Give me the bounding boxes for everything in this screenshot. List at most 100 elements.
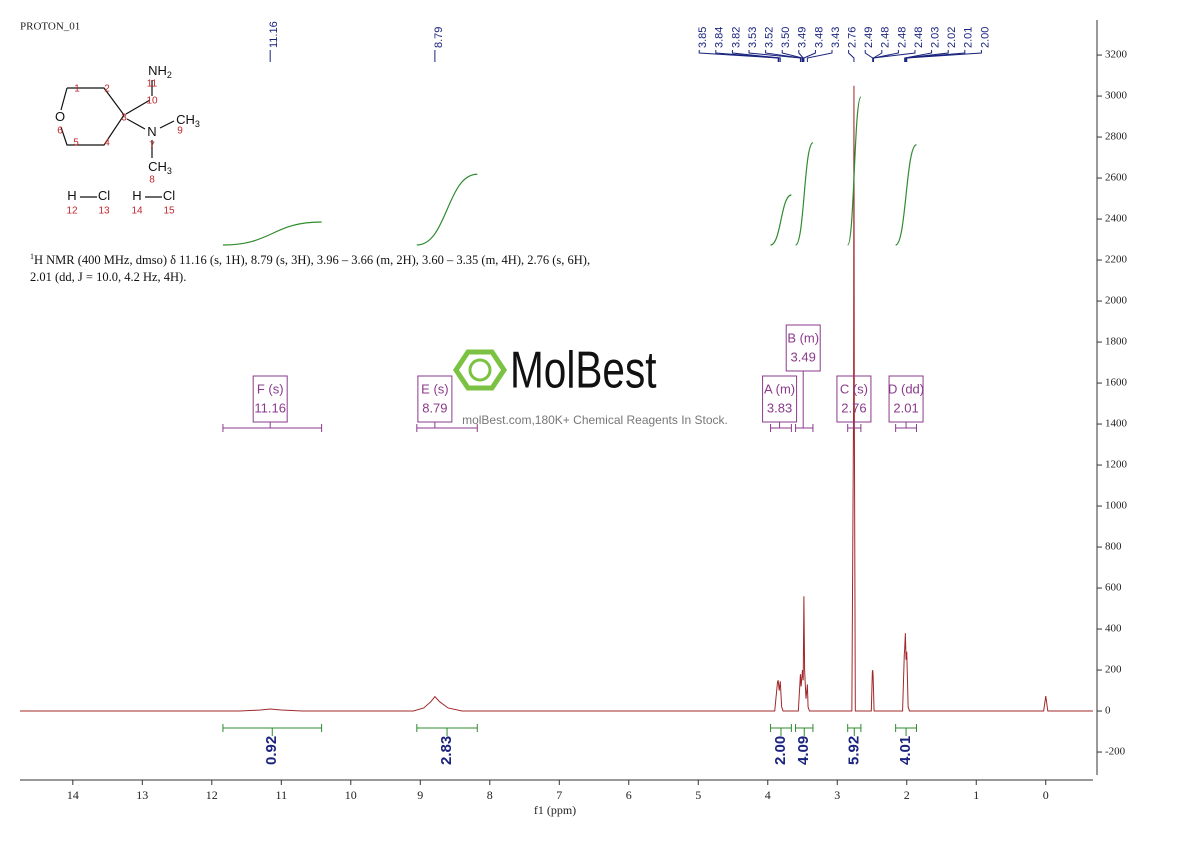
multiplet-shift: 8.79 <box>422 400 447 415</box>
peak-leader <box>748 50 801 62</box>
x-tick-label: 7 <box>556 788 562 802</box>
peak-leader <box>906 50 982 62</box>
peak-label: 2.00 <box>979 27 991 48</box>
atom-symbol-text: NH <box>148 63 167 78</box>
multiplet-shift: 11.16 <box>254 400 286 415</box>
integral-curve <box>770 194 792 246</box>
y-tick-label: 600 <box>1105 582 1122 594</box>
peak-leader <box>803 50 816 62</box>
x-tick-label: 9 <box>417 788 423 802</box>
peak-label: 2.01 <box>963 27 975 48</box>
multiplet-shift: 3.49 <box>791 349 816 364</box>
atom-number: 1 <box>74 84 80 95</box>
atom-symbol-text: Cl <box>98 188 110 203</box>
y-tick-label: 2000 <box>1105 295 1128 307</box>
atom-number: 15 <box>163 206 175 217</box>
integral-bar <box>222 724 323 736</box>
atom-symbol: NH2 <box>148 63 172 80</box>
multiplet-label: D (dd) <box>888 381 924 396</box>
y-tick-label: 200 <box>1105 664 1122 676</box>
peak-leader <box>848 50 855 62</box>
integral-curve <box>222 221 322 246</box>
multiplet-bracket <box>770 422 792 432</box>
multiplet-bracket <box>416 422 478 432</box>
logo-icon <box>452 349 508 391</box>
atom-symbol: N <box>147 124 156 139</box>
atom-symbol-text: Cl <box>163 188 175 203</box>
y-tick-label: 1000 <box>1105 500 1128 512</box>
peak-leader <box>872 50 883 62</box>
atom-symbol-text: CH <box>148 159 167 174</box>
atom-symbol-text: O <box>55 109 65 124</box>
atom-number: 13 <box>98 206 110 217</box>
peak-label: 3.49 <box>797 27 809 48</box>
spectrum-title: PROTON_01 <box>20 21 80 33</box>
y-tick-label: 2800 <box>1105 131 1128 143</box>
description-superscript: 1 <box>30 252 34 261</box>
x-tick-label: 10 <box>345 788 357 802</box>
peak-leader <box>698 50 779 62</box>
atom-number: 4 <box>104 138 110 149</box>
atom-subscript: 3 <box>195 119 200 129</box>
peak-label: 3.43 <box>830 27 842 48</box>
y-tick-label: 1600 <box>1105 377 1128 389</box>
integral-label: 2.00 <box>772 736 789 765</box>
atom-symbol: Cl <box>163 188 175 203</box>
y-tick-label: 2400 <box>1105 213 1128 225</box>
x-tick-label: 13 <box>136 788 148 802</box>
atom-symbol-text: H <box>67 188 76 203</box>
atom-symbol: CH3 <box>148 159 172 176</box>
peak-leader <box>806 50 833 62</box>
x-tick-label: 8 <box>487 788 493 802</box>
peak-leader <box>904 50 949 62</box>
multiplet-label: A (m) <box>764 381 795 396</box>
y-tick-label: 2600 <box>1105 172 1128 184</box>
peak-label: 2.03 <box>930 27 942 48</box>
atom-symbol-text: H <box>132 188 141 203</box>
peak-label: 3.50 <box>780 27 792 48</box>
peak-label: 2.76 <box>847 27 859 48</box>
multiplet-bracket <box>795 371 814 432</box>
atom-symbol-text: N <box>147 124 156 139</box>
integral-bar <box>795 724 814 736</box>
integral-curve <box>895 144 918 246</box>
peak-label: 2.48 <box>913 27 925 48</box>
atom-symbol: O <box>55 109 65 124</box>
atom-number: 12 <box>66 206 78 217</box>
atom-subscript: 2 <box>167 70 172 80</box>
x-tick-label: 3 <box>834 788 840 802</box>
x-tick-label: 14 <box>67 788 79 802</box>
integral-label: 4.09 <box>795 736 812 765</box>
y-tick-label: 400 <box>1105 623 1122 635</box>
description-text: H NMR (400 MHz, dmso) δ 11.16 (s, 1H), 8… <box>30 253 591 285</box>
peak-label: 8.79 <box>433 27 445 48</box>
integral-curve <box>794 142 814 246</box>
peak-label: 2.48 <box>896 27 908 48</box>
atom-symbol: H <box>67 188 76 203</box>
x-tick-label: 6 <box>626 788 632 802</box>
x-tick-label: 11 <box>276 788 288 802</box>
integral-curve <box>416 173 478 246</box>
multiplet-label: B (m) <box>787 330 819 345</box>
y-tick-label: -200 <box>1105 746 1126 758</box>
y-tick-label: 1400 <box>1105 418 1128 430</box>
x-axis-label: f1 (ppm) <box>534 803 576 817</box>
y-tick-label: 1800 <box>1105 336 1128 348</box>
atom-symbol-text: CH <box>176 112 195 127</box>
y-tick-label: 800 <box>1105 541 1122 553</box>
integral-bar <box>770 724 792 736</box>
peak-leader <box>864 50 874 62</box>
y-tick-label: 1200 <box>1105 459 1128 471</box>
multiplet-shift: 3.83 <box>767 400 792 415</box>
logo-icon-ring <box>468 358 492 382</box>
integral-label: 4.01 <box>897 736 914 765</box>
multiplet-shift: 2.76 <box>841 400 866 415</box>
peak-label: 3.53 <box>747 27 759 48</box>
substituent-bonds <box>125 80 175 158</box>
atom-symbol: H <box>132 188 141 203</box>
x-tick-label: 12 <box>206 788 218 802</box>
peak-label: 2.02 <box>946 27 958 48</box>
atom-number: 6 <box>57 126 63 137</box>
multiplet-bracket <box>847 422 862 432</box>
